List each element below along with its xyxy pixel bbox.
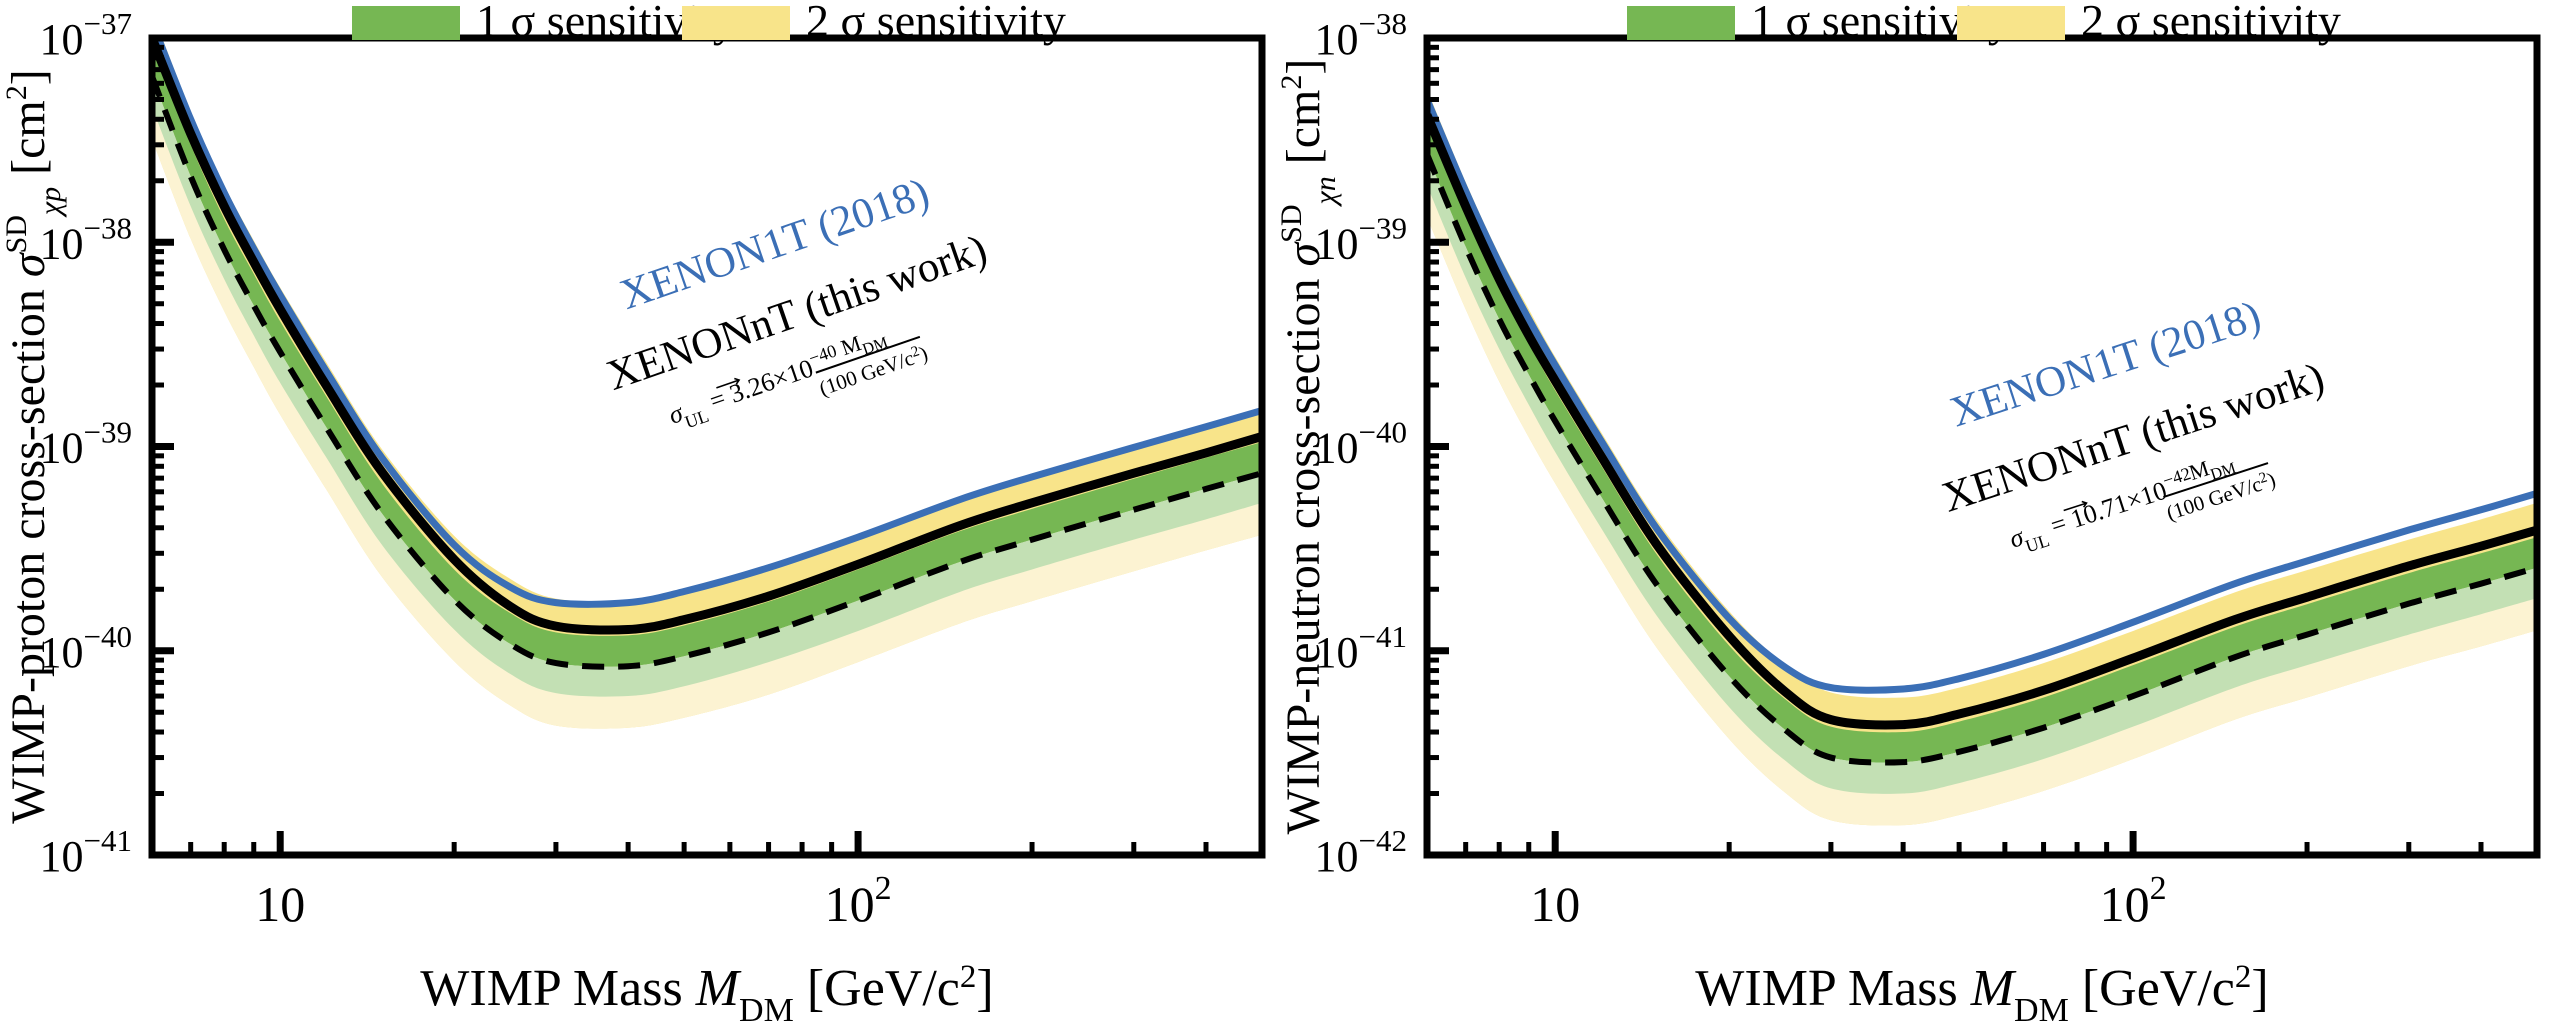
x-minor-ticks [188, 842, 1209, 855]
x-minor-ticks [1463, 842, 2484, 855]
y-minor-ticks [152, 44, 164, 797]
y-minor-ticks [1427, 44, 1439, 797]
band-1sigma [152, 45, 1262, 697]
x-tick-label: 102 [825, 870, 892, 932]
x-axis-label: WIMP Mass MDM [GeV/c2] [1695, 959, 2268, 1029]
y-tick-label: 10−38 [1315, 6, 1407, 64]
median-sensitivity-curve [152, 75, 1262, 670]
x-tick-label: 10 [1530, 876, 1580, 932]
xenon1t-curve [154, 38, 1262, 608]
legend-2sigma-label: 2 σ sensitivity [806, 0, 1066, 46]
band-1sigma [1427, 123, 2537, 794]
x-tick-label: 10 [255, 876, 305, 932]
this-work-curve [1427, 113, 2537, 730]
y-tick-label: 10−41 [40, 823, 132, 881]
x-tick-label: 102 [2100, 870, 2167, 932]
this-work-curve [152, 38, 1262, 635]
panel-right: 10−38 10−39 10−40 10−41 10−42 10 102 WIMP-neutr… [1275, 0, 2550, 1029]
x-ticks: 10 102 [255, 831, 892, 932]
xenon1t-curve [1427, 98, 2537, 694]
median-sensitivity-curve [1427, 152, 2537, 766]
legend-2sigma-swatch [682, 6, 790, 40]
y-tick-label: 10−41 [1315, 619, 1407, 677]
x-axis-label: WIMP Mass MDM [GeV/c2] [420, 959, 993, 1029]
legend-1sigma-swatch [352, 6, 460, 40]
legend: 1 σ sensitivity 2 σ sensitivity [352, 0, 1066, 46]
legend-2sigma-swatch [1957, 6, 2065, 40]
legend-1sigma-swatch [1627, 6, 1735, 40]
legend-2sigma-label: 2 σ sensitivity [2081, 0, 2341, 46]
legend: 1 σ sensitivity 2 σ sensitivity [1627, 0, 2341, 46]
x-ticks: 10 102 [1530, 831, 2167, 932]
y-tick-label: 10−37 [40, 6, 132, 64]
panel-left: 10−37 10−38 10−39 10−40 10−41 10 102 WIMP-proto… [0, 0, 1266, 1029]
